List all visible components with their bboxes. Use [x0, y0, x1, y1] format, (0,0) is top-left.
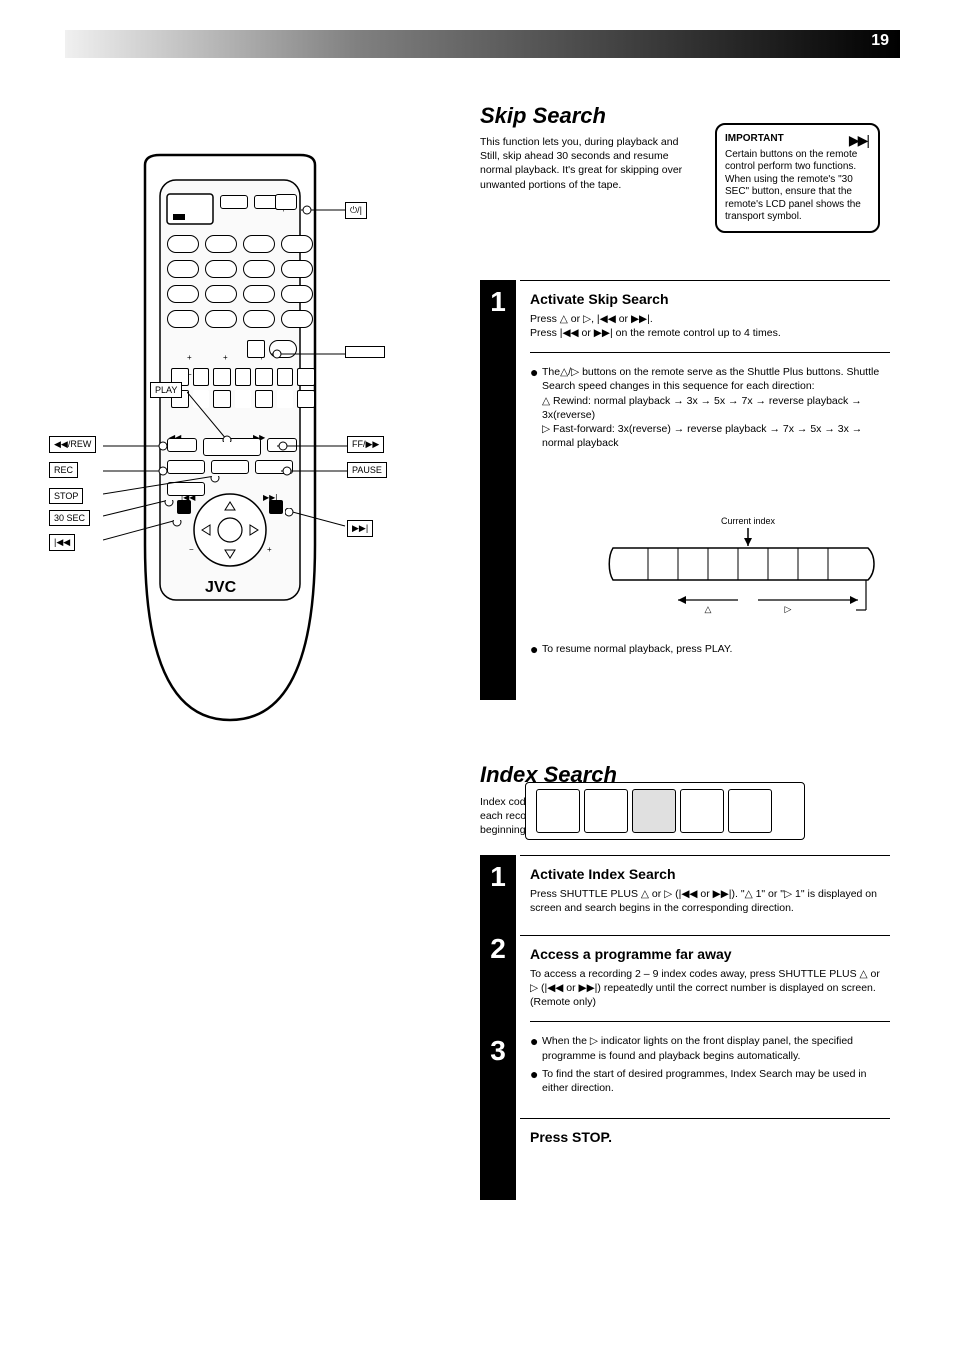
remote-display-button — [247, 340, 265, 358]
remote-num-button — [243, 285, 275, 303]
remote-num-button — [281, 285, 313, 303]
index-strip-illustration — [525, 782, 805, 840]
step-1-note-2: To resume normal playback, press PLAY. — [542, 642, 890, 657]
remote-button — [193, 368, 209, 386]
svg-text:△: △ — [705, 604, 712, 614]
bullet-icon: ● — [530, 365, 542, 450]
remote-num-button — [167, 235, 199, 253]
separator-line — [520, 280, 890, 281]
remote-num-button — [205, 235, 237, 253]
remote-num-button — [167, 260, 199, 278]
index-step-1-title: Activate Index Search — [530, 865, 890, 884]
inner-separator — [530, 352, 890, 353]
brand-text: JVC — [205, 579, 237, 596]
index-step-2-title: Access a programme far away — [530, 945, 890, 964]
remote-control-illustration: JVC ⏻/| + − + − + − ▶▶ ◀◀ |◀◀ ▶▶| − + — [105, 150, 355, 730]
remote-num-button — [243, 260, 275, 278]
index-step-2-num: 2 — [490, 933, 506, 964]
step-1-notes-continued: ●To resume normal playback, press PLAY. — [530, 630, 890, 661]
remote-num-button — [281, 260, 313, 278]
important-note-box: ▶▶| IMPORTANT Certain buttons on the rem… — [715, 123, 880, 233]
header-gradient-band — [65, 30, 900, 58]
separator-line-4 — [520, 1118, 890, 1119]
skip-search-heading: Skip Search — [480, 103, 606, 129]
callout-30sec: 30 SEC — [49, 510, 90, 526]
bullet-icon: ● — [530, 1034, 542, 1062]
index-step-2-note-2: To find the start of desired programmes,… — [542, 1067, 890, 1095]
cue-diagram: Current index △ ▷ — [608, 512, 878, 622]
remote-button — [277, 368, 293, 386]
step-1-title: Activate Skip Search — [530, 290, 890, 309]
spacer — [235, 390, 251, 408]
current-index-label: Current index — [721, 516, 776, 526]
step-number-block-1: 1 — [480, 280, 516, 700]
skip-forward-icon: ▶▶| — [849, 132, 868, 150]
spacer — [277, 390, 293, 408]
inner-separator-2 — [530, 1021, 890, 1022]
index-step-2-body: To access a recording 2 – 9 index codes … — [530, 967, 890, 1010]
callout-stop: STOP — [49, 488, 83, 504]
page-number: 19 — [871, 32, 889, 50]
step-1-note-1: The△/▷ buttons on the remote serve as th… — [542, 365, 890, 450]
index-step-2-note-1: When the ▷ indicator lights on the front… — [542, 1034, 890, 1062]
remote-num-button — [167, 285, 199, 303]
remote-button — [297, 368, 315, 386]
remote-power-button — [275, 194, 297, 210]
index-step-1-body: Press SHUTTLE PLUS △ or ▷ (|◀◀ or ▶▶|). … — [530, 887, 890, 915]
remote-stop-button — [211, 460, 249, 474]
step-number-1: 1 — [490, 286, 506, 317]
remote-button — [255, 368, 273, 386]
svg-text:−: − — [189, 545, 194, 554]
remote-button — [255, 390, 273, 408]
bullet-icon: ● — [530, 1067, 542, 1095]
remote-num-button — [205, 310, 237, 328]
index-step-block: 1 2 3 — [480, 855, 516, 1200]
index-step-1-content: Activate Index Search Press SHUTTLE PLUS… — [530, 865, 890, 915]
remote-num-button — [243, 235, 275, 253]
index-step-2-content: Access a programme far away To access a … — [530, 945, 890, 1099]
callout-rec: REC — [49, 462, 78, 478]
remote-num-button — [205, 260, 237, 278]
remote-button — [213, 368, 231, 386]
remote-num-button — [243, 310, 275, 328]
separator-line-2 — [520, 855, 890, 856]
svg-text:+: + — [223, 353, 228, 362]
callout-shuttle-left: |◀◀ — [49, 534, 75, 551]
separator-line-3 — [520, 935, 890, 936]
svg-text:+: + — [267, 545, 272, 554]
skip-search-description: This function lets you, during playback … — [480, 135, 700, 192]
remote-num-button — [281, 310, 313, 328]
remote-num-button — [167, 310, 199, 328]
remote-shuttle-right-button — [269, 500, 283, 514]
remote-button — [297, 390, 315, 408]
step-1-line2: Press |◀◀ or ▶▶| on the remote control u… — [530, 326, 890, 340]
remote-small-button — [220, 195, 248, 209]
callout-rew: ◀◀/REW — [49, 436, 96, 453]
index-step-3-title: Press STOP. — [530, 1128, 890, 1147]
callout-display — [345, 346, 385, 360]
svg-text:▷: ▷ — [785, 604, 792, 614]
callout-play: PLAY — [150, 382, 182, 398]
step-1-content: Activate Skip Search Press △ or ▷, |◀◀ o… — [530, 290, 890, 454]
remote-button — [235, 368, 251, 386]
note-box-body: Certain buttons on the remote control pe… — [725, 149, 870, 224]
remote-num-button — [205, 285, 237, 303]
bullet-icon: ● — [530, 642, 542, 657]
index-step-3-content: Press STOP. — [530, 1128, 890, 1150]
remote-shuttle-left-button — [177, 500, 191, 514]
svg-text:+: + — [187, 353, 192, 362]
index-step-3-num: 3 — [490, 1035, 506, 1066]
remote-num-button — [281, 235, 313, 253]
step-1-line1: Press △ or ▷, |◀◀ or ▶▶|. — [530, 312, 890, 326]
index-step-1-num: 1 — [490, 861, 506, 892]
